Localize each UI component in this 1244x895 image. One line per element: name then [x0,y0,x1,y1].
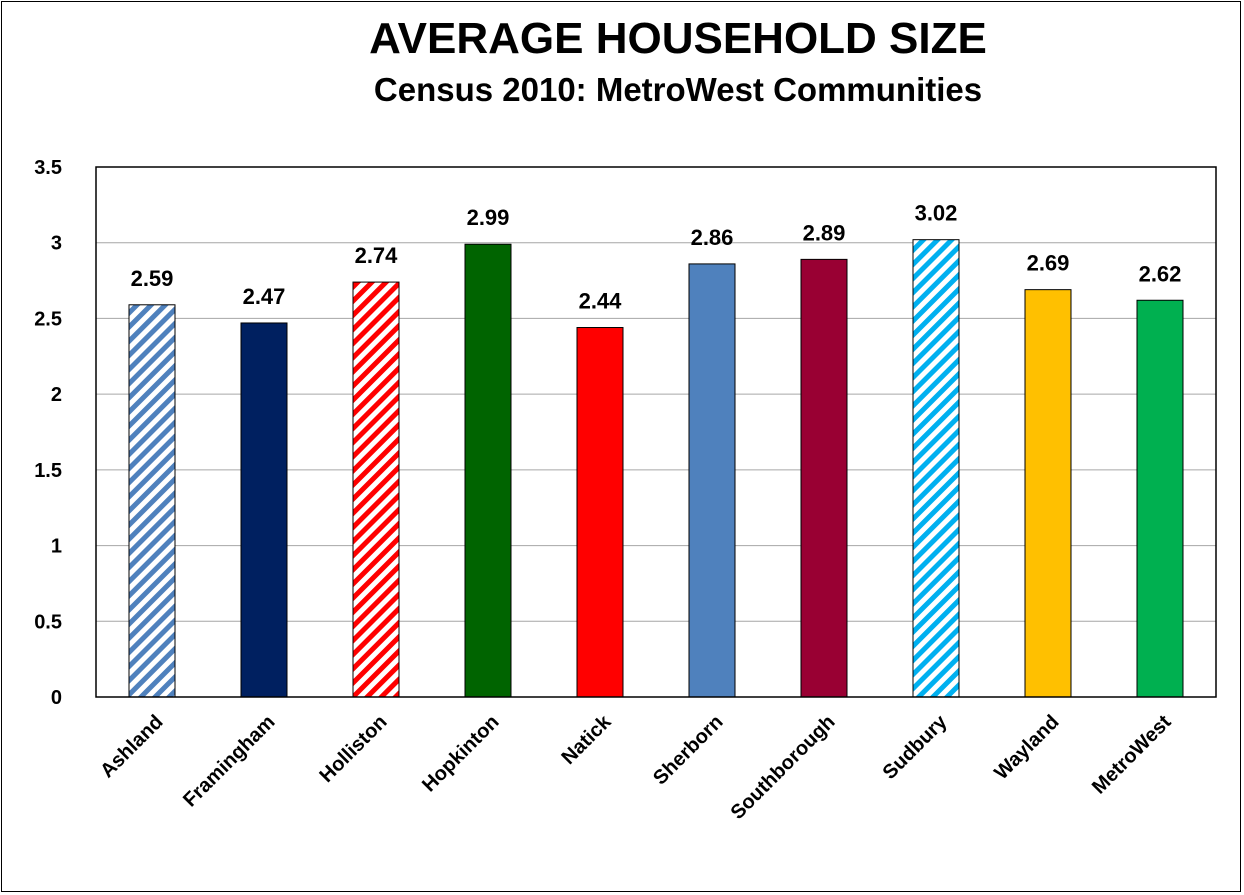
y-tick-label: 3.5 [34,157,62,179]
data-label: 2.99 [467,205,510,230]
bar-metrowest [1136,299,1184,698]
data-label: 2.74 [355,243,399,268]
x-category-label: Wayland [990,711,1063,784]
bars [128,239,1184,698]
data-label: 2.89 [803,220,846,245]
y-axis-ticks: 0 0.5 1 1.5 2 2.5 3 3.5 [34,157,62,709]
y-tick-label: 1 [51,536,62,558]
x-category-label: Ashland [96,711,167,782]
bar-southborough [800,258,848,698]
bar-framingham [240,322,288,698]
y-tick-label: 0 [51,687,62,709]
x-category-label: Framingham [179,711,279,811]
y-tick-label: 3 [51,233,62,255]
bar-wayland [1024,289,1072,698]
x-category-label: Hopkinton [418,711,503,796]
data-label: 2.69 [1027,251,1070,276]
data-label: 3.02 [915,201,958,226]
y-tick-label: 2 [51,384,62,406]
data-label: 2.47 [243,284,286,309]
data-label: 2.59 [131,266,174,291]
bar-hopkinton [464,243,512,698]
plot-area [95,166,1217,698]
bar-holliston [352,281,400,698]
x-axis-categories: Ashland Framingham Holliston Hopkinton Natic… [96,710,1176,824]
x-category-label: Natick [558,710,617,769]
y-tick-label: 1.5 [34,460,62,482]
x-category-label: MetroWest [1088,711,1176,799]
x-category-label: Sherborn [649,711,727,789]
data-label: 2.86 [691,225,734,250]
chart-subtitle: Census 2010: MetroWest Communities [373,71,983,108]
x-category-label: Sudbury [879,710,953,784]
bar-ashland [128,304,176,698]
plot-border [95,166,1217,698]
bar-sherborn [688,263,736,698]
data-labels: 2.59 2.47 2.74 2.99 2.44 2.86 2.89 3.02 2.69 2.62 [131,201,1182,314]
bar-natick [576,327,624,698]
x-category-label: Holliston [315,711,391,787]
data-label: 2.44 [579,289,623,314]
data-label: 2.62 [1139,261,1182,286]
x-category-label: Southborough [727,711,840,824]
bar-sudbury [912,239,960,698]
chart-title: AVERAGE HOUSEHOLD SIZE [369,14,987,63]
y-tick-label: 0.5 [34,611,62,633]
y-tick-label: 2.5 [34,308,62,330]
